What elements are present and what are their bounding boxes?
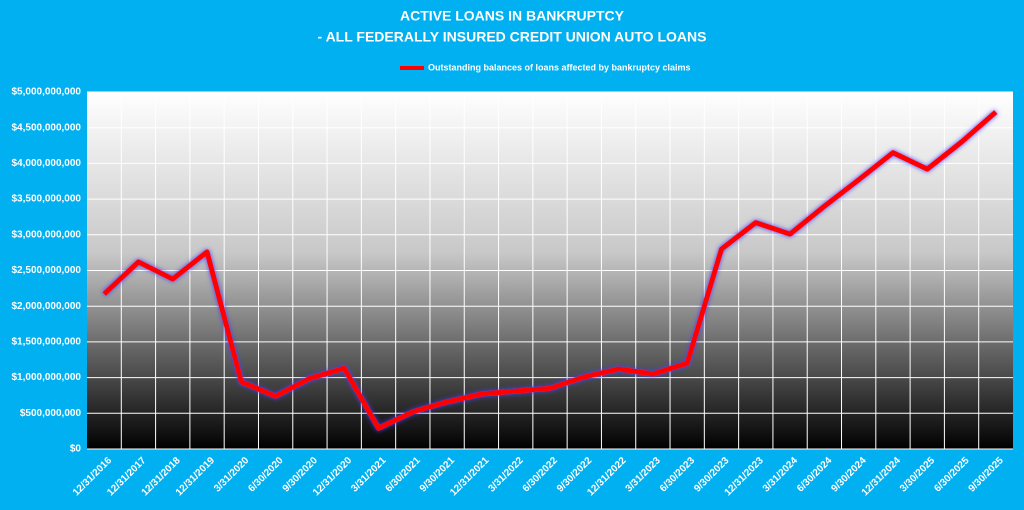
y-tick-label: $3,000,000,000 [11, 229, 81, 240]
y-tick-label: $3,500,000,000 [11, 194, 81, 205]
x-tick-label: 6/30/2022 [521, 455, 561, 495]
x-tick-label: 6/30/2021 [384, 455, 424, 495]
x-tick-label: 3/31/2023 [624, 455, 664, 495]
x-tick-label: 3/30/2025 [898, 455, 938, 495]
y-tick-label: $2,000,000,000 [11, 301, 81, 312]
y-tick-label: $500,000,000 [20, 408, 82, 419]
chart-title: ACTIVE LOANS IN BANKRUPTCY [400, 8, 625, 24]
y-tick-label: $0 [70, 444, 82, 455]
x-tick-label: 3/31/2022 [486, 455, 526, 495]
x-tick-label: 3/31/2021 [349, 455, 389, 495]
y-tick-label: $4,000,000,000 [11, 158, 81, 169]
chart-subtitle: - ALL FEDERALLY INSURED CREDIT UNION AUT… [318, 29, 707, 45]
legend-label: Outstanding balances of loans affected b… [428, 62, 691, 72]
x-tick-label: 6/30/2024 [795, 455, 835, 495]
y-tick-label: $4,500,000,000 [11, 122, 81, 133]
y-tick-label: $1,000,000,000 [11, 372, 81, 383]
x-tick-label: 3/31/2024 [761, 455, 801, 495]
y-tick-label: $2,500,000,000 [11, 265, 81, 276]
y-tick-label: $1,500,000,000 [11, 337, 81, 348]
x-tick-label: 6/30/2020 [246, 455, 286, 495]
x-tick-label: 6/30/2023 [658, 455, 698, 495]
data-line [102, 110, 998, 431]
x-tick-label: 6/30/2025 [932, 455, 972, 495]
x-tick-label: 3/31/2020 [212, 455, 252, 495]
x-tick-label: 9/30/2025 [967, 455, 1007, 495]
y-tick-label: $5,000,000,000 [11, 87, 81, 98]
